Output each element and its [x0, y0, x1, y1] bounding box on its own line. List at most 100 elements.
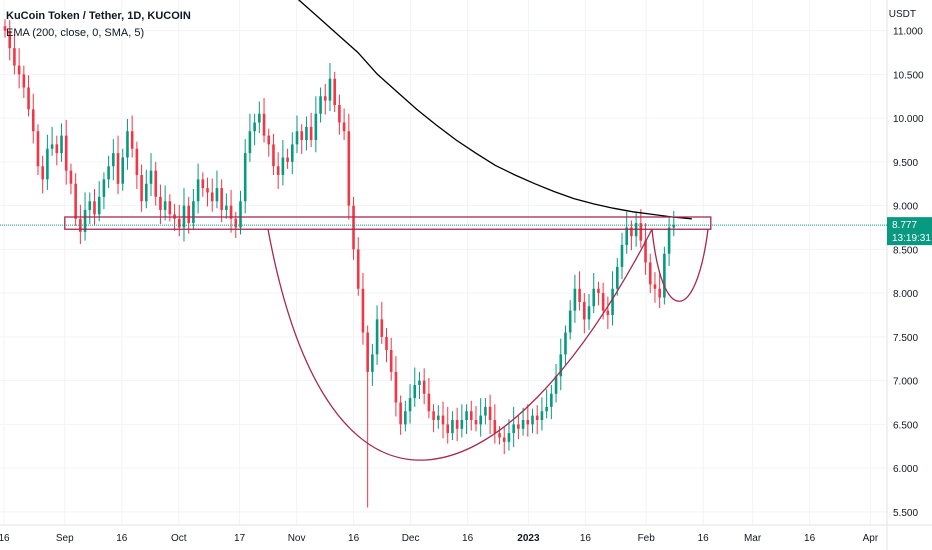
candle-body [554, 376, 558, 394]
candle-body [611, 288, 614, 315]
price-tick-label: 10.000 [893, 114, 924, 125]
candle-body [253, 122, 256, 132]
candle-body [64, 135, 68, 171]
candle-body [361, 288, 365, 333]
candle-body [342, 122, 346, 132]
candle-body [267, 135, 271, 145]
candle-body [639, 223, 643, 241]
candle-body [17, 65, 21, 75]
time-tick-label: Sep [56, 533, 74, 544]
candle-body [517, 424, 520, 429]
candle-body [535, 415, 539, 420]
price-tick-label: 5.500 [893, 508, 918, 519]
candle-body [31, 109, 35, 132]
time-tick-label: 16 [116, 533, 128, 544]
price-tick-label: 9.000 [893, 202, 918, 213]
candle-body [140, 175, 143, 202]
candle-body [262, 113, 266, 136]
candle-body [93, 201, 96, 215]
candle-body [69, 170, 73, 184]
candle-body [102, 179, 106, 197]
time-tick-label: Mar [744, 533, 762, 544]
candle-body [418, 380, 421, 385]
time-tick-label: 16 [698, 533, 710, 544]
time-tick-label: 16 [0, 533, 10, 544]
candle-body [276, 166, 280, 175]
candle-body [248, 131, 252, 154]
candle-body [8, 30, 12, 49]
candle-body [667, 227, 671, 254]
candle-body [446, 424, 450, 434]
candle-body [597, 288, 600, 294]
candle-body [135, 148, 139, 175]
candle-body [50, 144, 54, 149]
cup-pattern-curve[interactable] [267, 228, 653, 461]
price-tag-background [887, 217, 932, 246]
candle-body [305, 126, 308, 140]
resistance-zone-box[interactable] [64, 216, 712, 230]
candle-body [206, 188, 209, 193]
candle-body [385, 336, 388, 350]
candle-body [545, 406, 548, 412]
candle-body [309, 126, 313, 140]
candle-body [620, 245, 624, 267]
candle-body [653, 284, 657, 289]
candle-body [272, 144, 275, 167]
candle-body [187, 205, 190, 224]
price-tick-label: 8.000 [893, 289, 918, 300]
candle-body [159, 196, 162, 210]
ema-200-line [298, 0, 692, 220]
time-tick-label: Dec [402, 533, 420, 544]
candle-body [587, 306, 591, 320]
candle-body [484, 406, 487, 416]
candle-body [493, 420, 497, 434]
candle-body [319, 96, 322, 114]
candle-body [347, 131, 351, 206]
time-tick-label: Oct [171, 533, 187, 544]
candle-body [502, 437, 506, 442]
candle-body [451, 420, 454, 434]
price-tick-label: 9.500 [893, 158, 918, 169]
candle-body [564, 332, 567, 355]
candle-body [422, 380, 426, 394]
chart-title: KuCoin Token / Tether, 1D, KUCOIN [6, 10, 191, 22]
candle-body [3, 26, 7, 31]
price-tick-label: 7.000 [893, 377, 918, 388]
handle-pattern-curve[interactable] [651, 229, 709, 302]
time-tick-label: 2023 [517, 533, 540, 544]
candle-body [196, 179, 200, 202]
candle-body [404, 411, 407, 425]
candle-body [41, 166, 44, 180]
candle-body [300, 131, 304, 140]
candle-body [36, 131, 40, 167]
candle-body [507, 433, 511, 442]
candle-body [328, 78, 332, 101]
candle-body [413, 385, 417, 399]
candle-body [281, 157, 285, 175]
time-tick-label: 16 [804, 533, 816, 544]
candle-body [437, 415, 440, 420]
candle-body [60, 135, 63, 154]
currency-label: USDT [888, 9, 916, 20]
price-tag-value: 8.777 [892, 220, 917, 231]
price-axis: 5.500 6.000 6.500 7.000 7.500 8.000 8.500 9.000… [886, 0, 924, 550]
candle-body [130, 131, 134, 149]
candle-body [465, 411, 468, 420]
candle-body [286, 157, 289, 162]
time-tick-label: 17 [234, 533, 246, 544]
candle-body [592, 288, 596, 307]
time-axis: 16 Sep 16 Oct 17 Nov 16 Dec 16 2023 16 Feb 16 Mar 16 Ap… [0, 524, 932, 544]
candle-body [163, 201, 167, 210]
candle-body [220, 188, 223, 210]
candle-body [648, 262, 652, 285]
candle-body [352, 205, 355, 250]
price-tag-countdown: 13:19:31 [892, 233, 931, 244]
candle-body [295, 131, 299, 145]
indicator-legend[interactable]: EMA (200, close, 0, SMA, 5) [6, 27, 145, 39]
candle-body [408, 398, 412, 412]
candle-body [333, 78, 336, 105]
candle-body [366, 332, 369, 372]
time-tick-label: Feb [638, 533, 656, 544]
candle-body [526, 420, 530, 425]
